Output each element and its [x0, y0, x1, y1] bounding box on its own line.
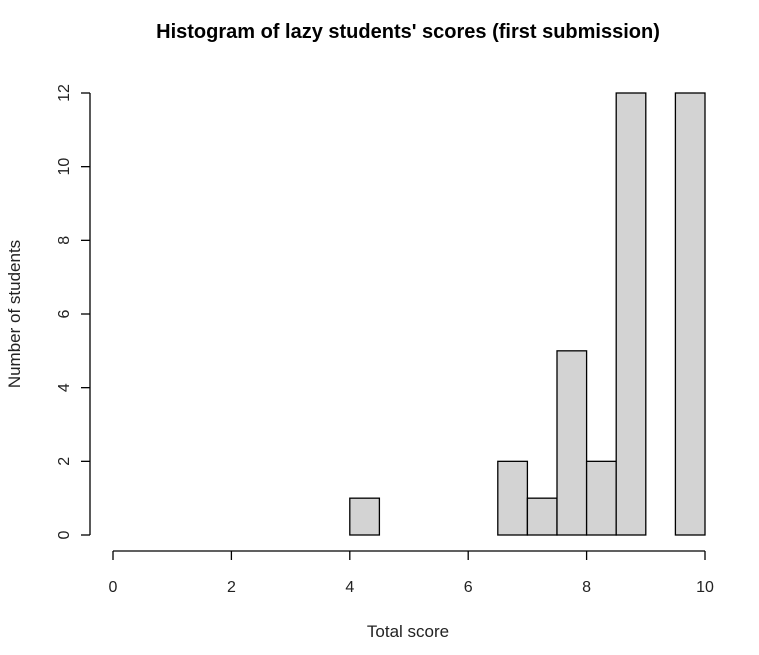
x-tick-label: 4 — [345, 579, 354, 596]
y-tick-label: 2 — [56, 457, 73, 466]
histogram-bar — [674, 92, 706, 536]
y-axis-ticks: 0 2 4 6 8 10 12 — [56, 84, 90, 539]
histogram-bar — [349, 497, 381, 536]
y-tick-label: 4 — [56, 383, 73, 392]
y-axis-label: Number of students — [5, 240, 24, 388]
histogram-bar — [556, 350, 588, 536]
y-tick-label: 12 — [56, 84, 73, 102]
y-tick-label: 8 — [56, 236, 73, 245]
x-tick-label: 6 — [464, 579, 473, 596]
x-tick-label: 0 — [109, 579, 118, 596]
y-tick-label: 6 — [56, 309, 73, 318]
histogram-bar — [526, 497, 558, 536]
y-tick-label: 0 — [56, 530, 73, 539]
x-tick-label: 2 — [227, 579, 236, 596]
x-tick-label: 8 — [582, 579, 591, 596]
chart-title: Histogram of lazy students' scores (firs… — [156, 21, 660, 43]
y-tick-label: 10 — [56, 158, 73, 176]
histogram-bars — [349, 92, 706, 536]
histogram-bar — [585, 460, 617, 536]
x-axis-ticks: 0 2 4 6 8 10 — [109, 551, 714, 596]
histogram-bar — [497, 460, 529, 536]
histogram-bar — [615, 92, 647, 536]
x-axis-label: Total score — [367, 622, 449, 641]
x-tick-label: 10 — [696, 579, 714, 596]
